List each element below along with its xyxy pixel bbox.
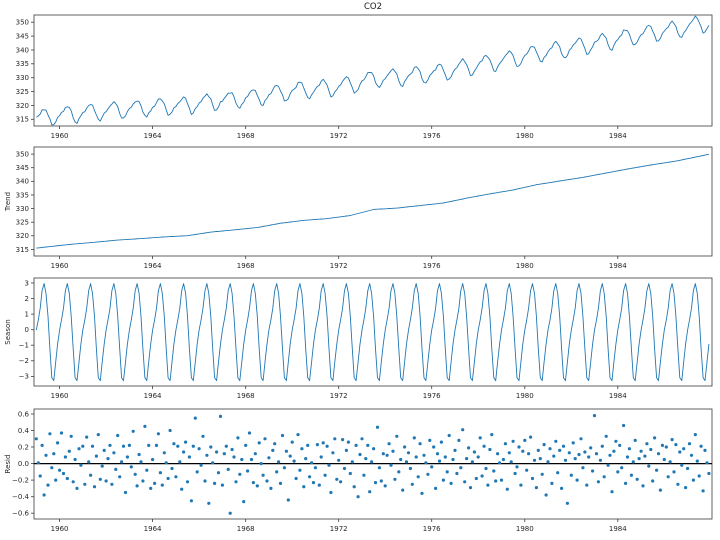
x-tick-label: 1960	[51, 525, 69, 533]
x-tick-label: 1984	[609, 392, 627, 400]
y-tick-label: −0.2	[12, 476, 29, 484]
y-tick-label: −3	[19, 373, 29, 381]
y-tick-label: 350	[16, 150, 29, 158]
subplot-seasonal-box	[33, 277, 713, 387]
x-tick-label: 1972	[330, 392, 348, 400]
x-tick-label: 1976	[423, 132, 441, 140]
x-tick-label: 1984	[609, 262, 627, 270]
x-tick-label: 1972	[330, 132, 348, 140]
y-tick-label: 340	[16, 46, 29, 54]
x-tick-label: 1980	[516, 392, 534, 400]
y-tick-label: −1	[19, 342, 29, 350]
x-tick-label: 1976	[423, 392, 441, 400]
y-tick-label: 325	[16, 88, 29, 96]
y-tick-label: −0.4	[12, 493, 30, 501]
y-tick-label: 0.4	[18, 427, 30, 435]
x-tick-label: 1964	[144, 132, 162, 140]
x-tick-label: 1968	[237, 392, 255, 400]
x-tick-label: 1964	[144, 262, 162, 270]
subplot-trend-box	[33, 146, 713, 257]
y-tick-label: 345	[16, 164, 29, 172]
y-tick-label: 0	[25, 326, 29, 334]
x-tick-label: 1972	[330, 262, 348, 270]
y-tick-label: 335	[16, 60, 29, 68]
x-tick-label: 1960	[51, 262, 69, 270]
x-tick-label: 1968	[237, 132, 255, 140]
y-tick-label: 350	[16, 19, 29, 27]
subplot-observed-box	[33, 14, 713, 127]
x-tick-label: 1964	[144, 392, 162, 400]
ylabel-trend: Trend	[4, 192, 12, 212]
x-tick-label: 1964	[144, 525, 162, 533]
y-tick-label: 0.6	[18, 410, 30, 418]
x-tick-label: 1980	[516, 262, 534, 270]
y-tick-label: 325	[16, 219, 29, 227]
ylabel-resid: Resid	[4, 455, 12, 474]
y-tick-label: 330	[16, 74, 29, 82]
x-tick-label: 1980	[516, 525, 534, 533]
trend-line	[36, 153, 709, 249]
y-tick-label: 335	[16, 191, 29, 199]
x-tick-label: 1984	[609, 525, 627, 533]
observed-line	[36, 15, 710, 126]
resid-points	[34, 414, 711, 515]
y-tick-label: 3	[25, 279, 29, 287]
y-tick-label: −0.6	[12, 510, 30, 518]
x-tick-label: 1984	[609, 132, 627, 140]
x-tick-label: 1960	[51, 132, 69, 140]
y-tick-label: 340	[16, 178, 29, 186]
y-tick-label: 320	[16, 232, 29, 240]
x-tick-label: 1976	[423, 525, 441, 533]
y-tick-label: 1	[25, 310, 29, 318]
y-tick-label: 0.0	[18, 460, 29, 468]
x-tick-label: 1976	[423, 262, 441, 270]
y-tick-label: 345	[16, 32, 29, 40]
x-tick-label: 1968	[237, 525, 255, 533]
y-tick-label: 320	[16, 102, 29, 110]
figure-title: CO2	[363, 2, 383, 12]
x-tick-label: 1980	[516, 132, 534, 140]
y-tick-label: −2	[19, 357, 29, 365]
seasonal-line	[35, 283, 710, 382]
x-tick-label: 1972	[330, 525, 348, 533]
y-tick-label: 330	[16, 205, 29, 213]
y-tick-label: 2	[25, 295, 29, 303]
y-tick-label: 0.2	[18, 443, 29, 451]
ylabel-seasonal: Season	[4, 319, 12, 344]
x-tick-label: 1968	[237, 262, 255, 270]
y-tick-label: 315	[16, 246, 29, 254]
x-tick-label: 1960	[51, 392, 69, 400]
y-tick-label: 315	[16, 116, 29, 124]
